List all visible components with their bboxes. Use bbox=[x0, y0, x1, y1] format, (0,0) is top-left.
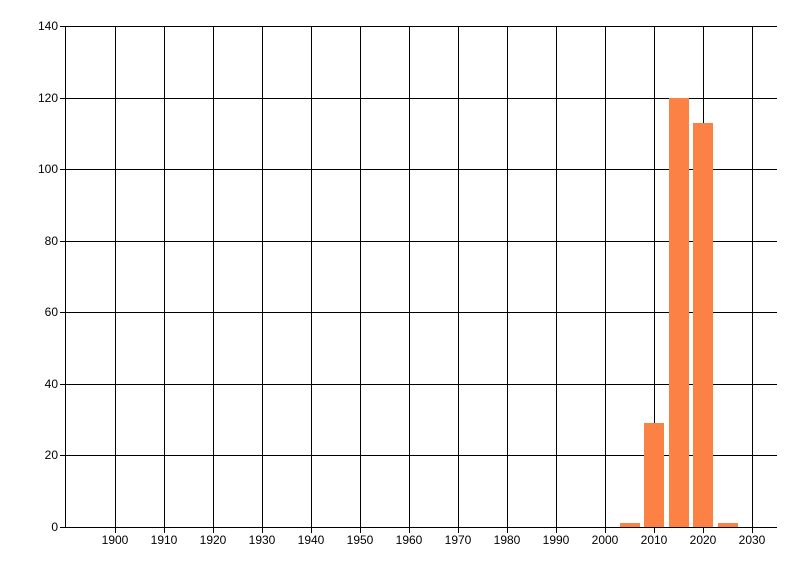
x-tick-label: 1950 bbox=[346, 533, 374, 547]
x-tick-label: 2000 bbox=[591, 533, 619, 547]
x-gridline bbox=[115, 26, 116, 533]
x-gridline bbox=[164, 26, 165, 533]
x-tick-label: 1910 bbox=[150, 533, 178, 547]
x-tick-label: 1930 bbox=[248, 533, 276, 547]
x-tick-label: 2030 bbox=[738, 533, 766, 547]
x-gridline bbox=[213, 26, 214, 533]
x-gridline bbox=[360, 26, 361, 533]
x-gridline bbox=[654, 26, 655, 533]
x-gridline bbox=[507, 26, 508, 533]
x-tick-label: 1960 bbox=[395, 533, 423, 547]
bar-2005 bbox=[620, 523, 640, 527]
bar-2020 bbox=[693, 123, 713, 527]
y-gridline bbox=[60, 384, 777, 385]
y-gridline bbox=[60, 98, 777, 99]
plot-area: 0 20 40 60 80 100 120 140 1900 1910 1920 1930 1940 1… bbox=[38, 20, 777, 547]
y-tick-label: 80 bbox=[44, 234, 58, 248]
x-gridline bbox=[458, 26, 459, 533]
bar-2025 bbox=[718, 523, 738, 527]
x-tick-label: 1940 bbox=[297, 533, 325, 547]
y-tick-label: 20 bbox=[44, 448, 58, 462]
y-gridline bbox=[60, 26, 777, 27]
x-tick-label: 1970 bbox=[444, 533, 472, 547]
y-gridline bbox=[60, 312, 777, 313]
y-tick-label: 120 bbox=[37, 91, 58, 105]
y-tick-label: 140 bbox=[37, 19, 58, 33]
x-gridline bbox=[262, 26, 263, 533]
y-gridline bbox=[60, 455, 777, 456]
y-tick-label: 60 bbox=[44, 305, 58, 319]
bar-2015 bbox=[669, 98, 689, 527]
x-tick-label: 1900 bbox=[101, 533, 129, 547]
x-tick-label: 2010 bbox=[640, 533, 668, 547]
x-tick-label: 1990 bbox=[542, 533, 570, 547]
y-tick-label: 0 bbox=[51, 520, 58, 534]
x-gridline bbox=[409, 26, 410, 533]
x-gridline bbox=[752, 26, 753, 533]
x-tick-label: 1920 bbox=[199, 533, 227, 547]
y-tick-label: 40 bbox=[44, 377, 58, 391]
y-gridline bbox=[60, 527, 777, 528]
bar-2010 bbox=[644, 423, 664, 527]
y-gridline bbox=[60, 241, 777, 242]
x-tick-label: 2020 bbox=[689, 533, 717, 547]
x-tick-label: 1980 bbox=[493, 533, 521, 547]
x-gridline bbox=[311, 26, 312, 533]
y-gridline bbox=[60, 169, 777, 170]
x-gridline bbox=[556, 26, 557, 533]
y-tick-label: 100 bbox=[37, 162, 58, 176]
x-gridline bbox=[605, 26, 606, 533]
